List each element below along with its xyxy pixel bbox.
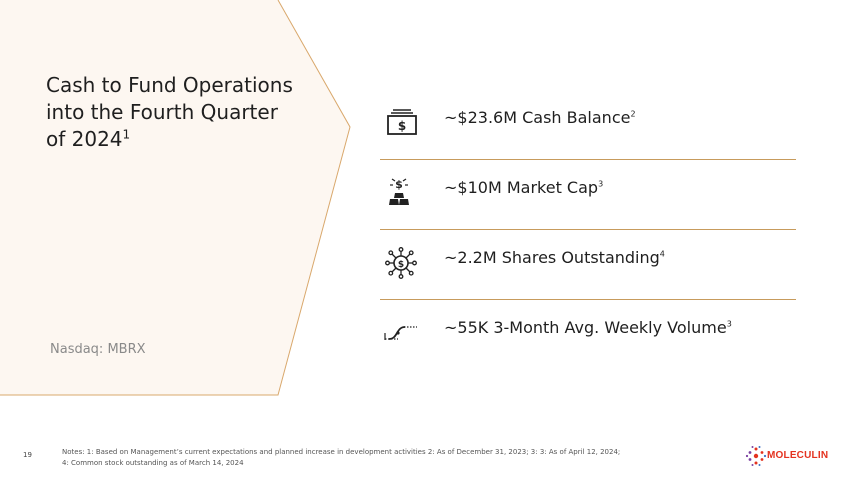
cash-icon: $: [387, 109, 417, 135]
svg-text:$: $: [398, 119, 406, 133]
metric-weekly-volume: ~55K 3-Month Avg. Weekly Volume3: [380, 300, 796, 370]
metric-text: ~2.2M Shares Outstanding4: [444, 248, 665, 267]
metric-text: ~$23.6M Cash Balance2: [444, 108, 636, 127]
network-dollar-icon: $: [385, 247, 417, 279]
metric-label: ~55K 3-Month Avg. Weekly Volume: [444, 318, 727, 337]
metric-footnote: 3: [726, 319, 732, 329]
svg-text:$: $: [395, 178, 403, 191]
svg-text:$: $: [398, 260, 404, 270]
slide-heading: Cash to Fund Operations into the Fourth …: [46, 72, 296, 153]
footnotes: Notes: 1: Based on Management’s current …: [62, 447, 722, 469]
ticker-symbol: Nasdaq: MBRX: [50, 342, 146, 357]
logo-wordmark: MOLECULIN: [767, 450, 829, 461]
metric-shares-outstanding: $ ~2.2M Shares Outstanding4: [380, 230, 796, 300]
page-number: 19: [23, 451, 32, 459]
metric-label: ~$10M Market Cap: [444, 178, 599, 197]
metric-footnote: 3: [598, 179, 604, 189]
metric-text: ~$10M Market Cap3: [444, 178, 603, 197]
footnote-line: 4: Common stock outstanding as of March …: [62, 459, 244, 467]
metric-label: ~2.2M Shares Outstanding: [444, 248, 660, 267]
heading-footnote: 1: [122, 127, 131, 142]
molecule-logo-icon: [745, 446, 767, 466]
metric-footnote: 2: [630, 109, 636, 119]
footnote-line: Notes: 1: Based on Management’s current …: [62, 448, 621, 456]
volume-curve-icon: [384, 326, 417, 340]
metric-text: ~55K 3-Month Avg. Weekly Volume3: [444, 318, 732, 337]
moleculin-logo: MOLECULIN: [744, 444, 834, 468]
metrics-list: $ ~$23.6M Cash Balance2 $ ~$10M Market C…: [380, 90, 796, 370]
gold-bars-icon: $: [389, 178, 409, 205]
metric-cash-balance: $ ~$23.6M Cash Balance2: [380, 90, 796, 160]
metric-market-cap: $ ~$10M Market Cap3: [380, 160, 796, 230]
heading-text: Cash to Fund Operations into the Fourth …: [46, 73, 293, 151]
metric-label: ~$23.6M Cash Balance: [444, 108, 631, 127]
metric-footnote: 4: [659, 249, 665, 259]
